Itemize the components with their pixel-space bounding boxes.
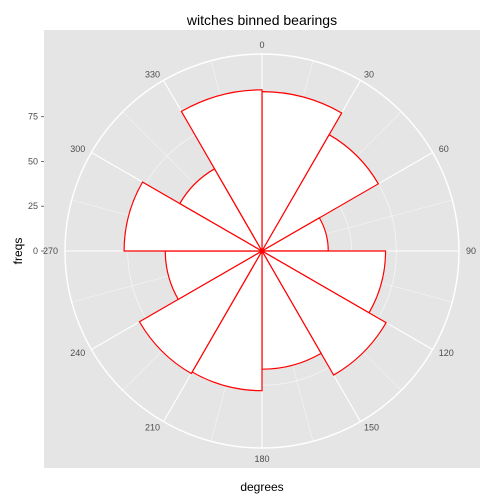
radial-tick-label: 75: [28, 112, 38, 122]
angle-tick-label: 150: [364, 423, 379, 433]
angle-tick-label: 300: [70, 144, 85, 154]
angle-tick-label: 330: [145, 69, 160, 79]
x-axis-title: degrees: [240, 480, 283, 494]
angle-tick-label: 0: [259, 40, 264, 50]
radial-tick-label: 50: [28, 157, 38, 167]
angle-tick-label: 210: [145, 423, 160, 433]
radial-tick-label: 25: [28, 201, 38, 211]
bar-wedge: [260, 249, 387, 376]
angle-tick-label: 180: [254, 454, 269, 464]
bar-wedge: [260, 133, 380, 253]
chart-title: witches binned bearings: [186, 12, 337, 28]
bar-wedge: [138, 249, 264, 375]
radial-tick-label: 0: [33, 246, 38, 256]
angle-tick-label: 60: [439, 144, 449, 154]
bar-wedge: [180, 89, 263, 254]
angle-tick-label: 90: [466, 246, 476, 256]
angle-tick-label: 240: [70, 348, 85, 358]
angle-tick-labels: 0 30 60 90 120 150 180 210 240 270 300 330: [43, 40, 476, 464]
angle-tick-label: 30: [364, 69, 374, 79]
y-axis-title: freqs: [11, 238, 25, 265]
angle-tick-label: 120: [439, 348, 454, 358]
bar-layer: [123, 89, 387, 392]
radial-tick-labels: 0 25 50 75: [28, 112, 44, 256]
bar-wedge: [123, 181, 265, 252]
angle-tick-label: 270: [43, 246, 58, 256]
